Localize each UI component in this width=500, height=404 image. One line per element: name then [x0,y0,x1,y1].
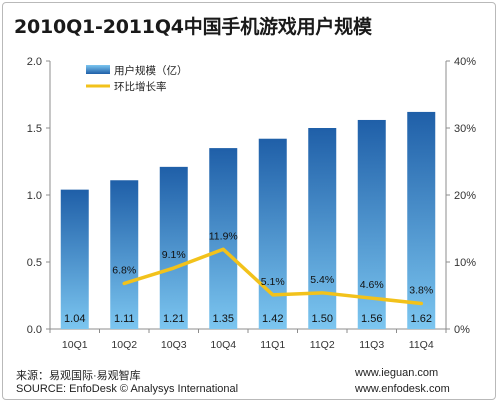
right-tick-label: 30% [454,123,476,135]
bar-value-label: 1.50 [312,313,333,325]
bar-value-label: 1.56 [361,313,382,325]
growth-rate-label: 5.4% [310,274,334,286]
bar-value-label: 1.21 [163,313,184,325]
x-tick-label: 10Q1 [62,339,88,351]
x-tick-label: 10Q2 [111,339,137,351]
right-tick-label: 0% [454,324,470,336]
x-tick-label: 11Q1 [260,339,285,351]
legend-bar-swatch [86,65,110,74]
bar [209,148,238,329]
bar [159,166,188,329]
growth-rate-label: 11.9% [209,230,238,242]
bar [308,128,337,329]
bar [258,138,287,329]
legend-bar-label: 用户规模（亿） [114,64,188,77]
left-tick-label: 1.0 [27,190,42,202]
bar-value-label: 1.04 [64,313,85,325]
source-cn: 来源：易观国际·易观智库 [16,370,141,382]
x-tick-label: 11Q3 [359,339,384,351]
bar-value-label: 1.42 [262,313,283,325]
url-ieguan: www.ieguan.com [355,367,439,379]
x-tick-label: 11Q4 [409,339,434,351]
left-tick-label: 2.0 [27,56,42,68]
bar-value-label: 1.11 [114,313,135,325]
bar [60,189,89,329]
growth-rate-line [122,247,423,306]
bar [357,119,386,330]
bar [407,111,436,329]
x-tick-label: 10Q4 [210,339,236,351]
chart-title: 2010Q1-2011Q4中国手机游戏用户规模 [14,16,372,38]
left-tick-label: 0.0 [27,324,42,336]
source-en: SOURCE: EnfoDesk © Analysys Internationa… [16,383,239,395]
url-enfodesk: www.enfodesk.com [355,383,450,395]
left-tick-label: 0.5 [27,257,42,269]
right-tick-label: 20% [454,190,476,202]
bar-value-label: 1.35 [213,313,234,325]
legend-line-label: 环比增长率 [114,80,167,93]
growth-rate-label: 4.6% [360,279,384,291]
growth-rate-label: 6.8% [112,264,136,276]
growth-rate-label: 5.1% [261,276,285,288]
x-tick-label: 11Q2 [310,339,335,351]
growth-rate-label: 9.1% [162,249,186,261]
right-tick-label: 10% [454,257,476,269]
left-tick-label: 1.5 [27,123,42,135]
right-tick-label: 40% [454,56,476,68]
x-tick-label: 10Q3 [161,339,187,351]
bar-value-label: 1.62 [411,313,432,325]
growth-rate-label: 3.8% [409,285,433,297]
bar [110,180,139,329]
